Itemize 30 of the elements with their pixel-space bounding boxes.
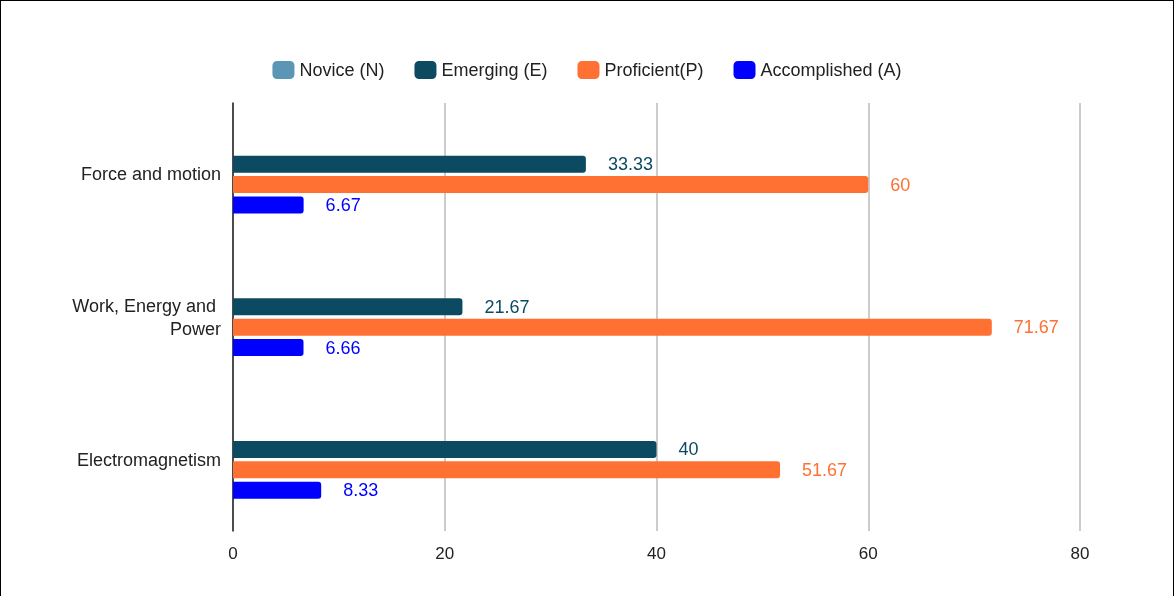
bar: [233, 176, 869, 194]
data-label: 6.67: [325, 194, 361, 215]
bar: [233, 196, 304, 214]
data-label: 33.33: [607, 154, 653, 175]
x-tick-label: 40: [647, 544, 666, 563]
data-label: 21.67: [484, 296, 530, 317]
y-tick-label: Electromagnetism: [76, 449, 221, 470]
legend-label: Accomplished (A): [760, 60, 902, 80]
legend-label: Proficient(P): [604, 60, 704, 80]
y-tick-label: Work, Energy and Power: [72, 295, 221, 339]
bar: [233, 298, 463, 316]
y-tick-label: Force and motion: [80, 164, 221, 185]
legend-label: Novice (N): [299, 60, 385, 80]
x-tick-label: 0: [228, 544, 238, 563]
bar: [233, 155, 586, 173]
bar: [233, 481, 322, 499]
x-tick-label: 20: [435, 544, 455, 563]
data-label: 8.33: [343, 480, 379, 501]
data-label: 40: [678, 439, 699, 460]
data-label: 6.66: [325, 337, 361, 358]
legend-label: Emerging (E): [441, 60, 548, 80]
data-label: 51.67: [802, 459, 848, 480]
data-label: 60: [890, 174, 911, 195]
x-tick-label: 80: [1070, 544, 1090, 563]
data-label: 71.67: [1013, 317, 1059, 338]
bar: [233, 461, 781, 479]
bar: [233, 440, 657, 458]
bar: [233, 339, 304, 357]
x-tick-label: 60: [858, 544, 878, 563]
bar: [233, 318, 992, 336]
